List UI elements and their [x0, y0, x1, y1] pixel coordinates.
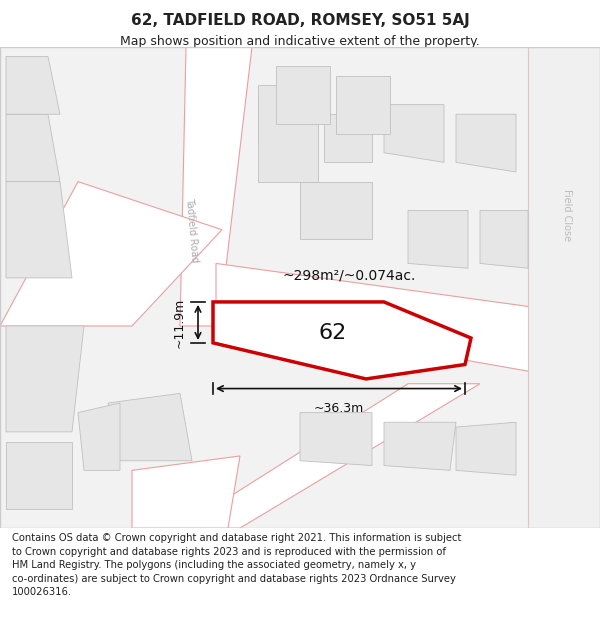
Text: ~298m²/~0.074ac.: ~298m²/~0.074ac. [282, 269, 415, 282]
Polygon shape [384, 104, 444, 162]
Polygon shape [6, 441, 72, 509]
Polygon shape [78, 403, 120, 471]
Polygon shape [132, 456, 240, 528]
Polygon shape [300, 412, 372, 466]
Polygon shape [384, 422, 456, 471]
Polygon shape [324, 114, 372, 162]
Text: Field Close: Field Close [562, 189, 572, 241]
Polygon shape [6, 114, 60, 182]
Polygon shape [0, 182, 222, 326]
Polygon shape [480, 211, 528, 268]
Text: ~11.9m: ~11.9m [173, 298, 186, 348]
Text: Map shows position and indicative extent of the property.: Map shows position and indicative extent… [120, 35, 480, 48]
Polygon shape [300, 182, 372, 239]
Polygon shape [408, 211, 468, 268]
Text: ~36.3m: ~36.3m [314, 402, 364, 415]
Polygon shape [258, 95, 312, 143]
Polygon shape [6, 182, 72, 278]
Text: Tadfield Road: Tadfield Road [184, 197, 200, 262]
Polygon shape [213, 302, 471, 379]
Polygon shape [528, 47, 600, 528]
Polygon shape [108, 393, 192, 461]
Polygon shape [180, 47, 252, 326]
Text: 62, TADFIELD ROAD, ROMSEY, SO51 5AJ: 62, TADFIELD ROAD, ROMSEY, SO51 5AJ [131, 13, 469, 28]
Polygon shape [456, 114, 516, 172]
Polygon shape [6, 326, 84, 432]
Polygon shape [6, 56, 60, 114]
Polygon shape [336, 76, 390, 134]
Text: 62: 62 [319, 323, 347, 343]
Polygon shape [456, 422, 516, 475]
Polygon shape [216, 264, 600, 384]
Polygon shape [276, 66, 330, 124]
Polygon shape [258, 86, 318, 182]
Text: Contains OS data © Crown copyright and database right 2021. This information is : Contains OS data © Crown copyright and d… [12, 533, 461, 598]
Polygon shape [180, 384, 480, 528]
